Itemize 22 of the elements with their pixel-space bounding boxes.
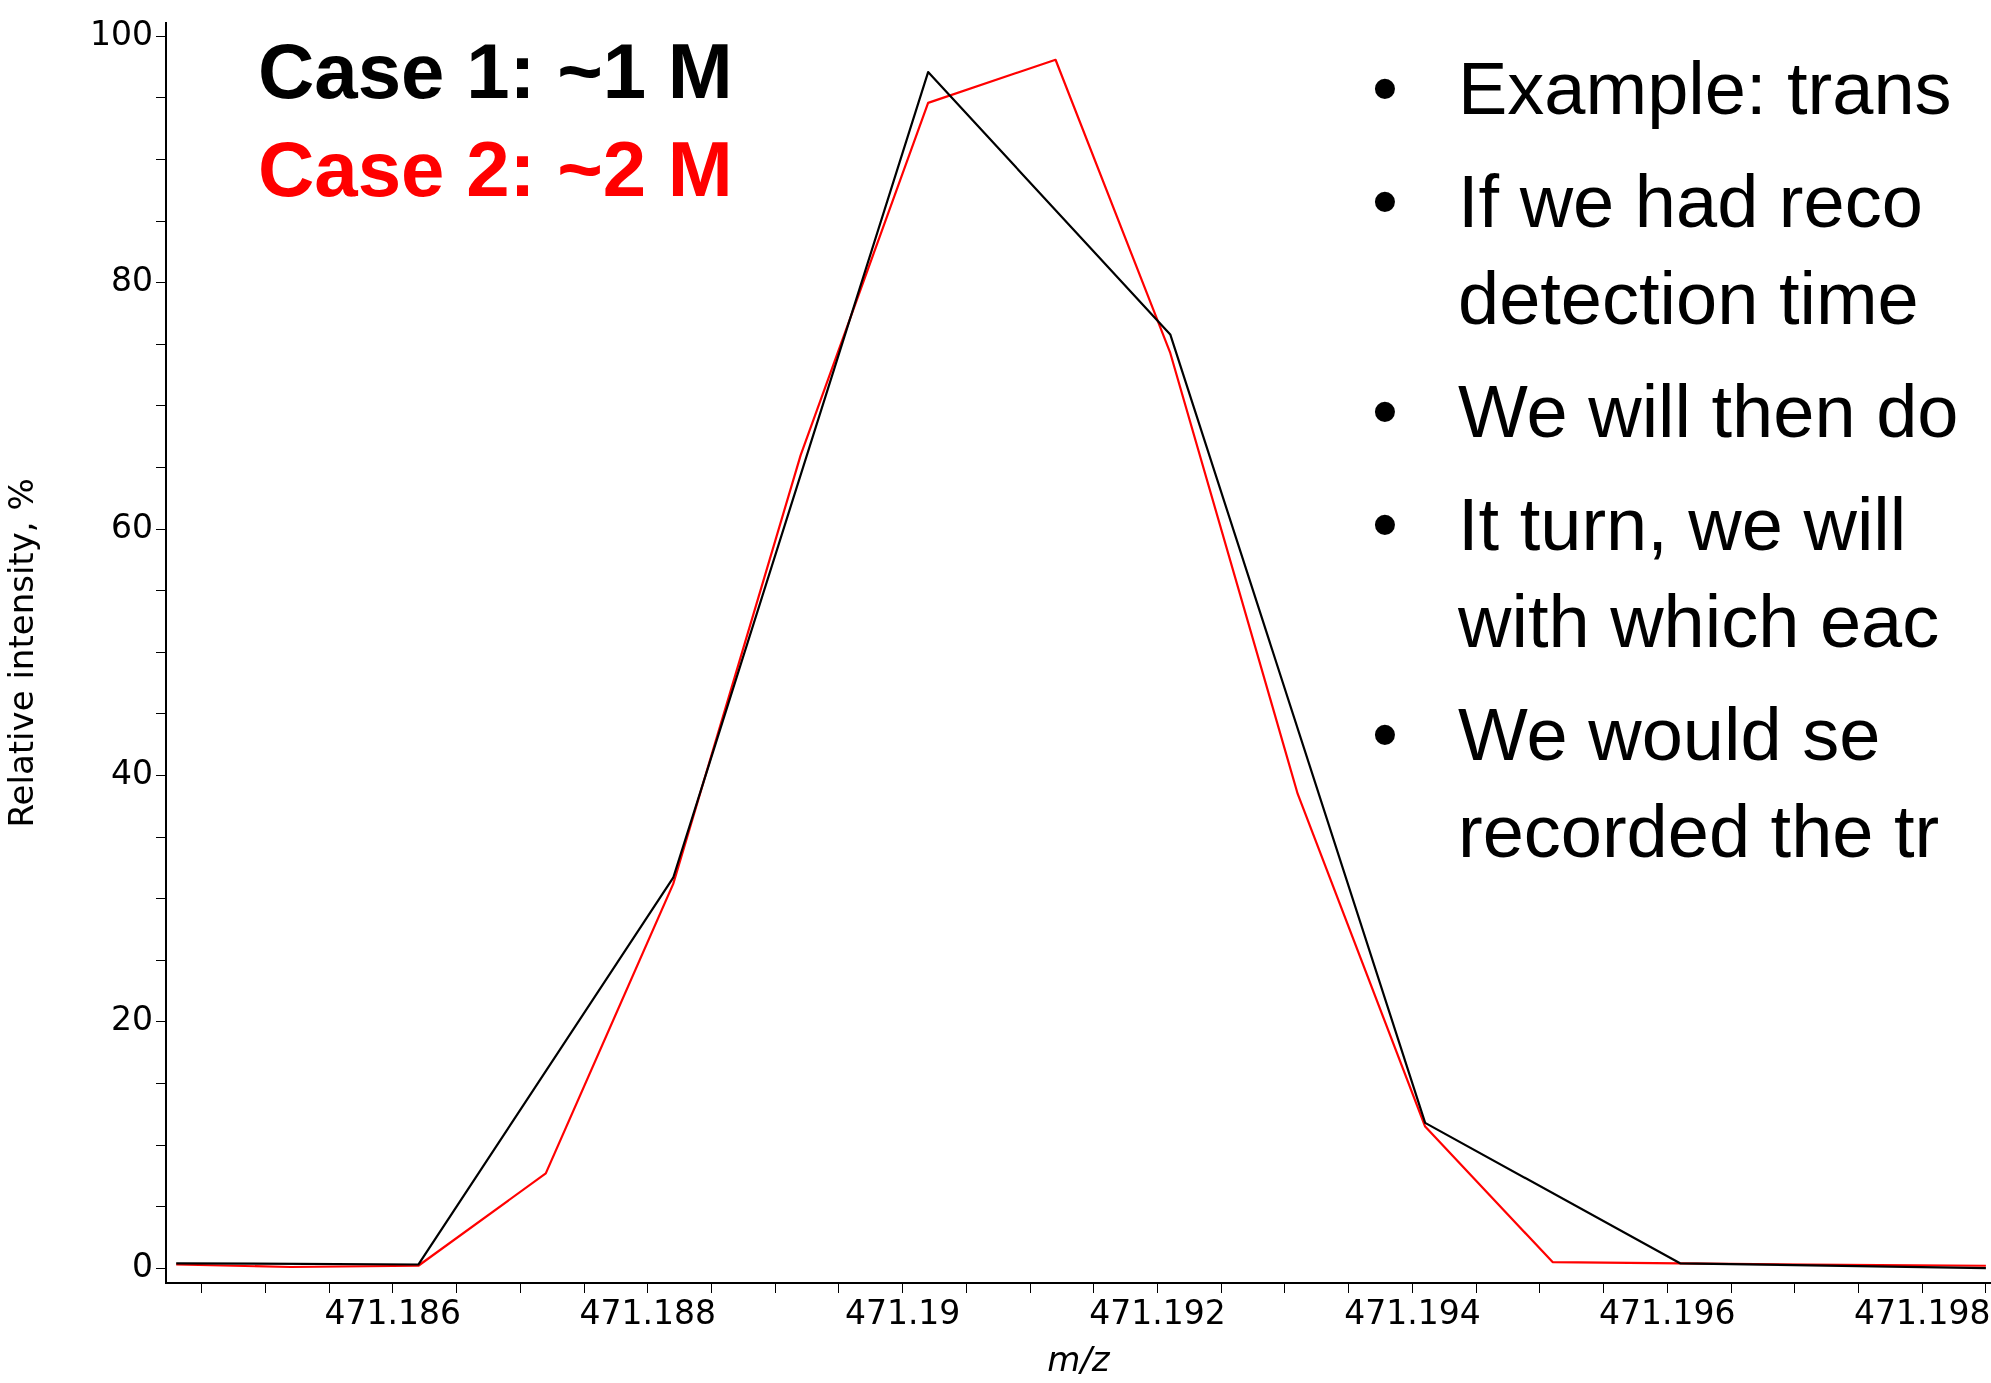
y-tick-label: 40	[111, 753, 153, 793]
x-tick-label: 471.186	[324, 1293, 462, 1333]
annotation: • We would se recorded the tr	[1372, 692, 1940, 875]
annotation: • If we had reco detection time	[1372, 159, 1923, 342]
annotation: • It turn, we will with which eac	[1372, 482, 1940, 665]
x-tick-label: 471.194	[1344, 1293, 1481, 1333]
y-axis-title: Relative intensity, %	[1, 478, 42, 828]
x-axis-title: m/z	[1047, 1339, 1111, 1380]
text: Case 1: ~1 M	[258, 26, 733, 117]
y-tick-label: 20	[111, 999, 153, 1039]
annotation: • Example: trans	[1372, 46, 1952, 132]
series-label: Case 2: ~2 M	[258, 124, 733, 215]
x-tick-label: 471.196	[1599, 1293, 1736, 1333]
x-tick-label: 471.198	[1853, 1293, 1991, 1333]
y-tick-label: 80	[111, 260, 153, 300]
x-tick-label: 471.19	[844, 1293, 961, 1333]
x-tick-label: 471.192	[1089, 1293, 1226, 1333]
y-tick-label: 60	[111, 506, 153, 546]
x-tick-label: 471.188	[579, 1293, 716, 1333]
y-tick-label: 0	[132, 1245, 153, 1285]
annotation: • We will then do	[1372, 369, 1959, 455]
y-tick-label: 100	[90, 13, 153, 53]
